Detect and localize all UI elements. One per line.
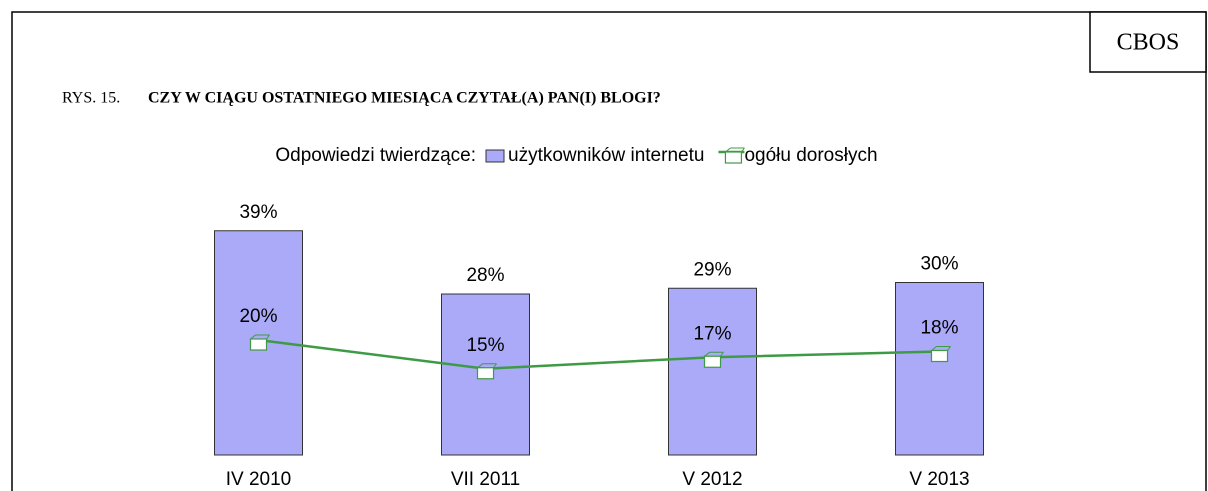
marker-part: [476, 367, 495, 380]
line-value-label: 17%: [693, 323, 731, 344]
marker-part: [720, 351, 724, 357]
badge: CBOS: [1117, 30, 1180, 56]
bar-value-label: 30%: [920, 254, 958, 275]
x-tick-label: V 2013: [909, 469, 969, 490]
bar-value-label: 29%: [693, 259, 731, 280]
marker-part: [493, 363, 497, 369]
marker-part: [724, 151, 743, 164]
marker-part: [477, 363, 483, 369]
line-marker: [930, 346, 951, 363]
frame: [11, 11, 1207, 491]
figure-label: RYS. 15.: [62, 90, 120, 107]
legend-swatch: [485, 149, 505, 163]
marker-part: [703, 355, 722, 368]
line-value-label: 20%: [239, 306, 277, 327]
badge-box: [1089, 11, 1207, 73]
legend-marker: [724, 147, 745, 164]
legend-label: ogółu dorosłych: [744, 145, 877, 166]
x-tick-label: IV 2010: [226, 469, 292, 490]
line-marker: [703, 351, 724, 368]
bar-value-label: 39%: [239, 202, 277, 223]
line-value-label: 15%: [466, 335, 504, 356]
marker-part: [725, 147, 731, 153]
line-marker: [249, 334, 270, 351]
marker-part: [250, 334, 256, 340]
bar: [895, 282, 984, 456]
marker-part: [704, 351, 710, 357]
marker-part: [947, 346, 951, 351]
marker-part: [249, 338, 268, 351]
marker-part: [930, 349, 949, 363]
legend-title: Odpowiedzi twierdzące:: [275, 145, 476, 166]
x-tick-label: V 2012: [682, 469, 742, 490]
bar: [668, 287, 757, 456]
line: [258, 338, 940, 371]
marker-part: [266, 334, 270, 340]
bar-value-label: 28%: [466, 265, 504, 286]
marker-part: [931, 346, 937, 351]
line-value-label: 18%: [920, 318, 958, 339]
x-tick-label: VII 2011: [451, 469, 520, 490]
chart-title: CZY W CIĄGU OSTATNIEGO MIESIĄCA CZYTAŁ(A…: [148, 90, 661, 107]
legend-label: użytkowników internetu: [508, 145, 704, 166]
line-marker: [476, 363, 497, 380]
marker-part: [741, 147, 745, 153]
